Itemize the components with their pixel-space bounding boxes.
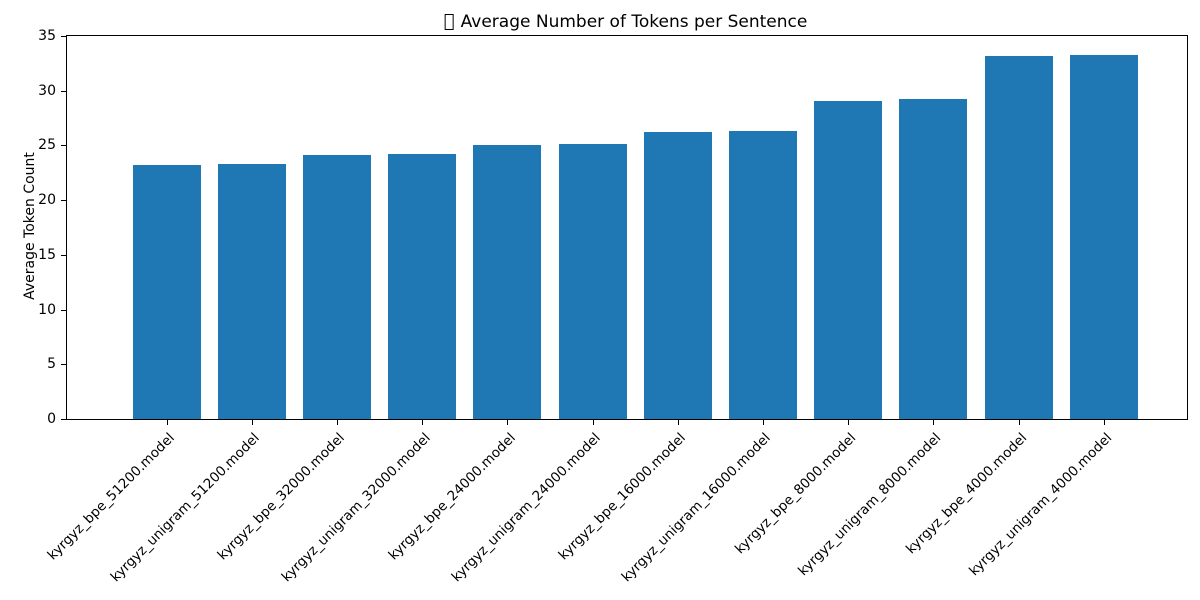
x-tick-mark: [677, 419, 679, 425]
x-tick-label: kyrgyz_unigram_24000.model: [448, 430, 604, 586]
y-tick-mark: [61, 309, 67, 311]
y-tick-mark: [61, 419, 67, 420]
bar: [814, 100, 883, 419]
x-tick-mark: [422, 419, 424, 425]
x-tick-label: kyrgyz_unigram_32000.model: [278, 430, 434, 586]
bar: [132, 165, 201, 419]
x-tick-mark: [762, 419, 764, 425]
y-tick-label: 15: [38, 246, 56, 263]
x-tick-mark: [1103, 419, 1105, 425]
x-tick-mark: [1018, 419, 1020, 425]
y-tick-mark: [61, 36, 67, 37]
bar: [217, 164, 286, 419]
y-tick-label: 35: [38, 28, 56, 44]
x-tick-label: kyrgyz_unigram_8000.model: [795, 430, 945, 580]
bar: [899, 99, 968, 419]
x-tick-label: kyrgyz_unigram_4000.model: [965, 430, 1116, 580]
bar: [1069, 54, 1138, 419]
bar: [473, 145, 542, 419]
chart-title-text: Average Number of Tokens per Sentence: [460, 12, 808, 32]
x-tick-mark: [592, 419, 594, 425]
y-tick-label: 20: [38, 192, 56, 209]
x-tick-mark: [933, 419, 935, 425]
plot-area: 0 5 10 15 20 25 30 35 kyrgyz_bpe_51200.model kyrg…: [38, 28, 1188, 585]
bar: [302, 155, 371, 419]
y-tick-label: 30: [38, 82, 56, 99]
x-tick-mark: [166, 419, 168, 425]
y-tick-label: 10: [38, 301, 56, 318]
x-tick-label: kyrgyz_unigram_16000.model: [619, 430, 775, 586]
chart-title: Average Number of Tokens per Sentence: [444, 12, 808, 32]
x-tick-mark: [507, 419, 509, 425]
y-tick-label: 5: [47, 356, 56, 373]
y-tick-label: 0: [47, 411, 56, 427]
bar: [728, 131, 797, 419]
bar: [388, 154, 457, 419]
x-tick-mark: [848, 419, 850, 425]
x-tick-mark: [336, 419, 338, 425]
x-tick-label: kyrgyz_unigram_51200.model: [107, 430, 264, 586]
y-tick-mark: [61, 90, 67, 92]
y-tick-mark: [61, 254, 67, 256]
x-tick-mark: [251, 419, 253, 425]
y-tick-label: 25: [38, 137, 56, 154]
missing-glyph-icon: [444, 14, 454, 30]
y-axis-label: Average Token Count: [22, 152, 38, 300]
y-tick-mark: [61, 364, 67, 366]
y-tick-mark: [61, 145, 67, 147]
bar: [984, 55, 1053, 419]
bar: [558, 144, 627, 419]
y-tick-mark: [61, 200, 67, 202]
bar: [643, 132, 712, 419]
